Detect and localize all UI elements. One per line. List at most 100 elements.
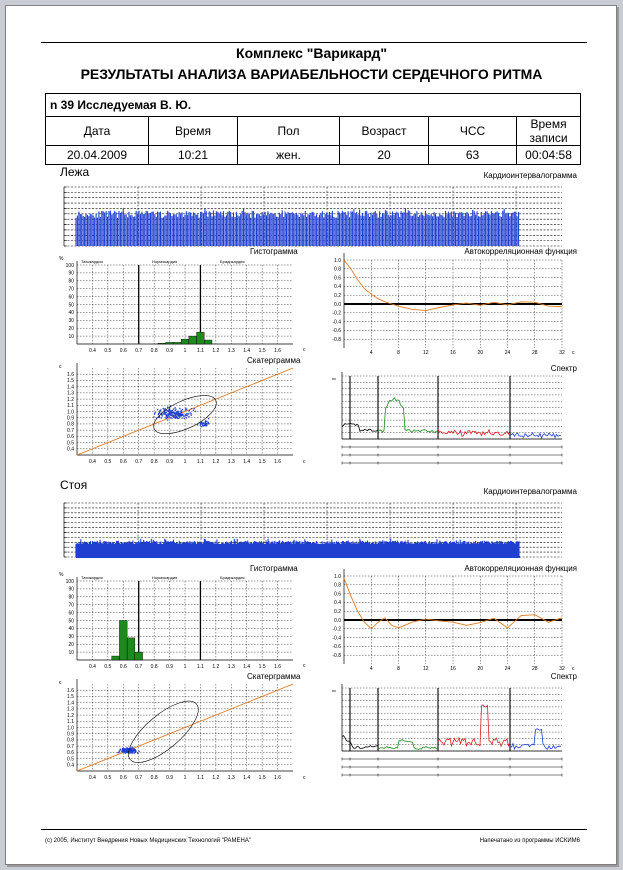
spectrum-series-vhf	[509, 728, 562, 751]
footer-copyright: (c) 2005, Институт Внедрения Новых Медиц…	[45, 838, 251, 844]
y-tick-label: 70	[68, 287, 74, 293]
y-tick-label: -0.6	[332, 644, 341, 650]
zone-bradycardia-label: Брадикардия	[220, 259, 245, 264]
value-heart-rate: 63	[428, 145, 517, 165]
y-tick-label: 0.6	[67, 750, 74, 756]
x-tick-label: 0.6	[120, 775, 127, 781]
histogram-bar	[188, 335, 197, 345]
y-tick-label: 0.8	[334, 583, 341, 589]
y-tick-label: 0.7	[67, 428, 74, 434]
y-tick-label: 1.3	[67, 707, 74, 713]
x-tick-label: 0.9	[166, 664, 173, 670]
y-tick-label: 20	[68, 326, 74, 332]
header-heart-rate: ЧСС	[428, 116, 517, 146]
histogram-bar	[111, 655, 120, 661]
patient-info-table: n 39 Исследуемая В. Ю. Дата Время Пол Во…	[44, 93, 582, 165]
x-tick-label: 1	[184, 775, 187, 781]
x-tick-label: 8	[397, 666, 400, 672]
y-tick-label: 100	[66, 263, 75, 269]
y-tick-label: 0.7	[67, 744, 74, 750]
footer-rule	[41, 829, 587, 830]
y-tick-label: 80	[68, 279, 74, 285]
x-tick-label: 16	[450, 350, 456, 356]
info-header-row: Дата Время Пол Возраст ЧСС Время записи	[45, 116, 582, 146]
y-tick-label: 1.1	[67, 719, 74, 725]
x-tick-label: 1.3	[228, 664, 235, 670]
y-tick-label: 1.5	[67, 378, 74, 384]
x-tick-label: 20	[477, 350, 483, 356]
x-tick-label: 1.3	[228, 459, 235, 465]
y-tick-label: 0.5	[67, 440, 74, 446]
x-tick-label: 1.5	[259, 348, 266, 354]
x-tick-label: 1.1	[197, 348, 204, 354]
y-tick-label: 1.2	[67, 713, 74, 719]
x-tick-label: 0.7	[135, 459, 142, 465]
y-tick-label: 60	[68, 610, 74, 616]
histogram-bar	[134, 651, 143, 661]
scattergram-standing: 0.40.50.60.70.80.91.01.11.21.31.41.51.60…	[59, 679, 306, 781]
y-tick-label: 10	[68, 650, 74, 656]
y-tick-label: -0.8	[332, 653, 341, 659]
x-tick-label: 0.5	[104, 775, 111, 781]
x-tick-label: 1.2	[212, 664, 219, 670]
scatter-ellipse	[153, 395, 217, 434]
x-tick-label: 0.7	[135, 348, 142, 354]
y-tick-label: -0.2	[332, 311, 341, 317]
x-tick-label: 1.2	[212, 459, 219, 465]
x-tick-label: 1.5	[259, 664, 266, 670]
y-tick-label: 20	[68, 642, 74, 648]
zone-normocardia-label: Нормокардия	[152, 575, 177, 580]
scatter-ellipse	[128, 700, 199, 763]
y-tick-label: 90	[68, 271, 74, 277]
y-tick-label: 0.4	[334, 600, 341, 606]
x-tick-label: 0.4	[89, 348, 96, 354]
y-tick-label: 0.0	[334, 618, 341, 624]
histogram-bar	[204, 339, 213, 345]
spectrum-series-vlf	[341, 423, 379, 432]
spectrum-title-standing: Спектр	[550, 672, 577, 681]
histogram-bar	[180, 339, 190, 345]
value-sex: жен.	[237, 145, 340, 165]
spectrum-series-hf	[437, 428, 511, 437]
header-age: Возраст	[339, 116, 429, 146]
y-tick-label: 0.9	[67, 416, 74, 422]
y-tick-label: 40	[68, 310, 74, 316]
y-tick-label: 70	[68, 603, 74, 609]
x-tick-label: 0.9	[166, 775, 173, 781]
y-tick-label: 90	[68, 587, 74, 593]
x-axis-unit: с	[303, 663, 306, 669]
y-tick-label: 0.4	[67, 447, 74, 453]
zone-tachycardia-label: Тахикардия	[81, 575, 103, 580]
y-tick-label: 1.4	[67, 384, 74, 390]
y-tick-label: 0.8	[67, 422, 74, 428]
x-tick-label: 0.8	[151, 348, 158, 354]
x-tick-label: 0.7	[135, 664, 142, 670]
report-subtitle: РЕЗУЛЬТАТЫ АНАЛИЗА ВАРИАБЕЛЬНОСТИ СЕРДЕЧ…	[80, 66, 543, 82]
spectrum-series-lf	[377, 396, 439, 433]
cardiointervalogram-standing	[63, 502, 562, 558]
x-tick-label: 1.6	[274, 348, 281, 354]
scattergram-title-standing: Скатерграмма	[247, 672, 301, 681]
x-tick-label: 1	[184, 459, 187, 465]
y-tick-label: 0.6	[334, 275, 341, 281]
header-sex: Пол	[237, 116, 340, 146]
section-label-supine: Лежа	[60, 165, 90, 179]
histogram-bar	[119, 620, 128, 661]
header-date: Дата	[45, 116, 149, 146]
y-tick-label: 50	[68, 618, 74, 624]
identity-line	[76, 367, 294, 456]
y-tick-label: 0.4	[67, 763, 74, 769]
spectrum-series-vhf	[509, 431, 561, 440]
x-axis-unit: с	[572, 350, 575, 356]
x-tick-label: 1.4	[243, 459, 250, 465]
y-tick-label: 1.0	[334, 574, 341, 580]
y-tick-label: 30	[68, 634, 74, 640]
x-tick-label: 0.9	[166, 348, 173, 354]
y-axis-unit: нс	[332, 376, 336, 381]
scattergram-supine: 0.40.50.60.70.80.91.01.11.21.31.41.51.60…	[59, 363, 306, 465]
x-tick-label: 1.3	[228, 348, 235, 354]
x-tick-label: 1.3	[228, 775, 235, 781]
x-tick-label: 0.6	[120, 348, 127, 354]
section-label-standing: Стоя	[60, 478, 88, 492]
y-tick-label: 40	[68, 626, 74, 632]
